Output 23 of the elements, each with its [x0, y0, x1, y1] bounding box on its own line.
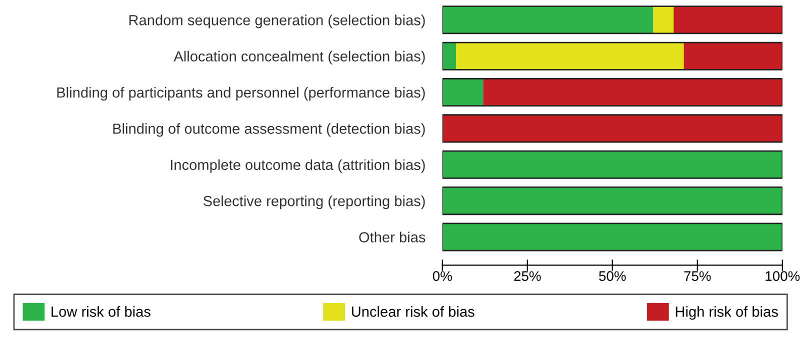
- y-tick-label: Incomplete outcome data (attrition bias): [170, 159, 425, 173]
- y-tick-label: Allocation concealment (selection bias): [174, 50, 425, 64]
- legend-label: High risk of bias: [676, 306, 778, 320]
- y-tick-label: Blinding of participants and personnel (performance bias): [57, 86, 425, 101]
- x-tick-label: 50%: [599, 271, 626, 281]
- bar: [653, 6, 674, 34]
- legend-label: Unclear risk of bias: [352, 306, 474, 317]
- x-tick-label: 0%: [432, 271, 452, 281]
- x-tick-label: 75%: [684, 271, 711, 281]
- y-tick-label: Blinding of outcome assessment (detection bias): [113, 123, 425, 137]
- bar: [483, 78, 782, 106]
- y-tick-label: Other bias: [359, 232, 426, 242]
- legend-label: Low risk of bias: [52, 306, 150, 317]
- x-tick-label: 25%: [514, 271, 541, 281]
- x-tick-label: 100%: [766, 271, 800, 281]
- bar: [456, 42, 684, 70]
- bar: [684, 42, 782, 70]
- y-tick-label: Selective reporting (reporting bias): [204, 196, 425, 210]
- bar: [442, 78, 484, 106]
- bar: [442, 42, 456, 70]
- bar: [674, 6, 782, 34]
- bar: [442, 6, 654, 34]
- y-tick-label: Random sequence generation (selection bias): [129, 14, 425, 28]
